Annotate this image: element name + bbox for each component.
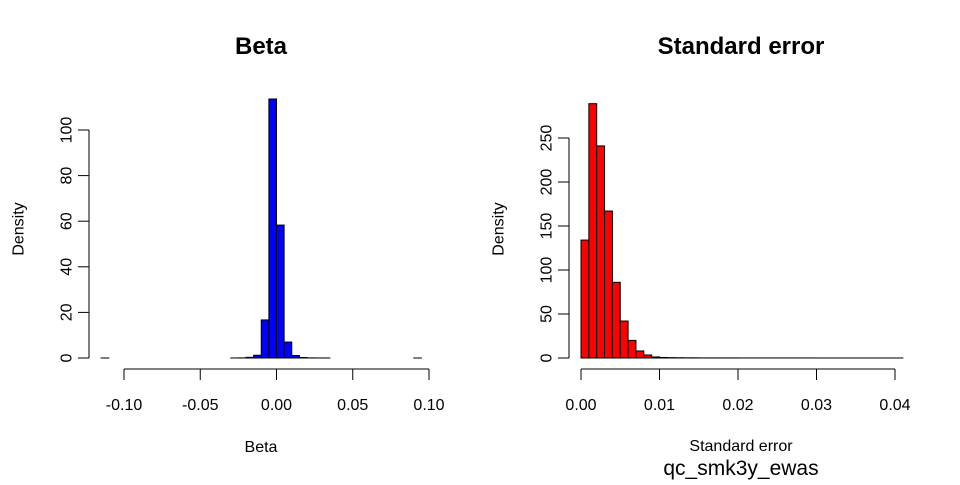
- se-y-tick-label: 150: [539, 213, 556, 240]
- beta-histogram-bar: [261, 320, 269, 358]
- beta-y-tick-label: 100: [59, 117, 76, 144]
- beta-y-tick-label: 20: [59, 303, 76, 321]
- se-histogram-bar: [628, 340, 636, 358]
- se-histogram-bar: [652, 357, 660, 358]
- se-y-tick-label: 100: [539, 257, 556, 284]
- se-histogram-bar: [644, 355, 652, 358]
- se-y-tick-label: 0: [539, 353, 556, 362]
- beta-histogram-bar: [254, 355, 262, 358]
- beta-y-tick-label: 80: [59, 167, 76, 185]
- se-y-tick-label: 250: [539, 125, 556, 152]
- beta-x-tick-label: 0.00: [261, 397, 292, 414]
- beta-y-tick-label: 60: [59, 212, 76, 230]
- beta-x-tick-label: -0.05: [182, 397, 219, 414]
- beta-x-axis-label: Beta: [245, 439, 278, 456]
- beta-histogram-bar: [246, 357, 254, 358]
- beta-chart-title: Beta: [235, 33, 288, 60]
- footer-label: qc_smk3y_ewas: [663, 457, 818, 480]
- beta-y-axis-label: Density: [11, 202, 28, 255]
- se-x-tick-label: 0.03: [801, 397, 832, 414]
- se-histogram-bar: [636, 351, 644, 358]
- se-x-axis-label: Standard error: [689, 438, 793, 455]
- se-histogram-bar: [612, 282, 620, 358]
- se-histogram-bar: [660, 357, 668, 358]
- se-x-tick-label: 0.02: [722, 397, 753, 414]
- se-histogram-bar: [581, 240, 589, 358]
- beta-x-tick-label: 0.05: [337, 397, 368, 414]
- se-histogram-bar: [620, 321, 628, 358]
- se-histogram-bar: [605, 211, 613, 358]
- se-histogram-bar: [589, 104, 597, 358]
- beta-histogram-bar: [269, 99, 277, 358]
- beta-y-tick-label: 40: [59, 258, 76, 276]
- se-y-tick-label: 200: [539, 169, 556, 196]
- beta-x-tick-label: 0.10: [413, 397, 444, 414]
- se-chart-title: Standard error: [658, 33, 825, 60]
- se-x-tick-label: 0.00: [565, 397, 596, 414]
- beta-histogram-bar: [284, 342, 292, 358]
- se-x-tick-label: 0.04: [879, 397, 910, 414]
- se-y-tick-label: 50: [539, 305, 556, 323]
- beta-histogram-bar: [292, 355, 300, 358]
- beta-y-tick-label: 0: [59, 353, 76, 362]
- se-histogram-bar: [597, 146, 605, 358]
- beta-x-tick-label: -0.10: [106, 397, 143, 414]
- beta-histogram-bar: [277, 225, 285, 358]
- se-x-tick-label: 0.01: [644, 397, 675, 414]
- se-y-axis-label: Density: [491, 202, 508, 255]
